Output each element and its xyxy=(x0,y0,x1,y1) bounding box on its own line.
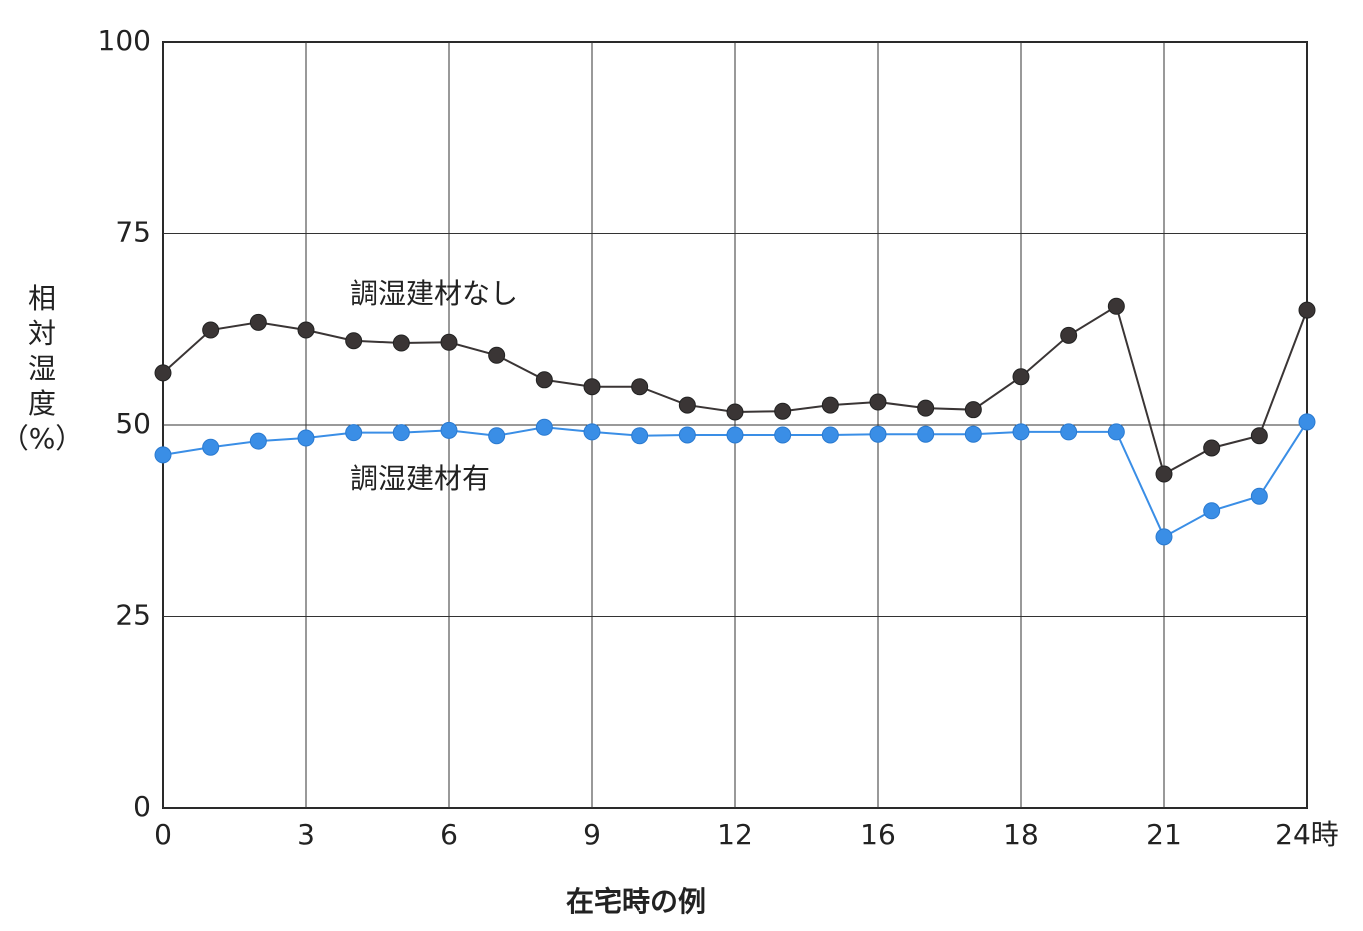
data-point xyxy=(1203,439,1221,457)
x-tick-label: 6 xyxy=(440,818,458,851)
data-point xyxy=(821,396,839,414)
x-tick-label: 0 xyxy=(154,818,172,851)
x-tick-label: 18 xyxy=(1003,818,1039,851)
data-point xyxy=(202,321,220,339)
data-point xyxy=(345,332,363,350)
data-point xyxy=(726,403,744,421)
data-point xyxy=(678,426,696,444)
x-tick-label: 3 xyxy=(297,818,315,851)
y-tick-label: 50 xyxy=(115,407,151,440)
data-point xyxy=(869,425,887,443)
data-point xyxy=(249,432,267,450)
data-point xyxy=(1250,427,1268,445)
data-point xyxy=(726,426,744,444)
data-point xyxy=(345,424,363,442)
x-axis-label: 在宅時の例 xyxy=(566,885,706,918)
data-point xyxy=(154,364,172,382)
data-point xyxy=(440,333,458,351)
data-point xyxy=(535,371,553,389)
x-tick-label: 24時 xyxy=(1275,818,1339,851)
data-point xyxy=(1107,423,1125,441)
data-point xyxy=(488,346,506,364)
data-point xyxy=(1012,423,1030,441)
x-tick-label: 16 xyxy=(860,818,896,851)
y-axis-label: 相対湿度（%） xyxy=(1,282,84,455)
data-point xyxy=(1155,528,1173,546)
data-point xyxy=(917,399,935,417)
data-point xyxy=(631,378,649,396)
data-point xyxy=(917,425,935,443)
data-point xyxy=(583,378,601,396)
data-point xyxy=(202,438,220,456)
data-point xyxy=(1298,301,1316,319)
y-tick-label: 25 xyxy=(115,599,151,632)
data-point xyxy=(535,418,553,436)
data-point xyxy=(869,393,887,411)
data-point xyxy=(774,402,792,420)
data-point xyxy=(583,423,601,441)
y-tick-label: 0 xyxy=(133,790,151,823)
data-point xyxy=(392,424,410,442)
data-point xyxy=(631,427,649,445)
data-point xyxy=(964,425,982,443)
data-point xyxy=(1012,368,1030,386)
x-tick-label: 9 xyxy=(583,818,601,851)
data-point xyxy=(249,313,267,331)
data-point xyxy=(297,321,315,339)
data-point xyxy=(1155,465,1173,483)
data-point xyxy=(1203,502,1221,520)
data-point xyxy=(1250,487,1268,505)
data-point xyxy=(964,401,982,419)
x-tick-label: 12 xyxy=(717,818,753,851)
data-point xyxy=(774,426,792,444)
x-tick-label: 21 xyxy=(1146,818,1182,851)
data-point xyxy=(1107,297,1125,315)
series-label: 調湿建材有 xyxy=(350,462,490,495)
data-point xyxy=(678,396,696,414)
y-tick-label: 75 xyxy=(115,216,151,249)
data-point xyxy=(821,426,839,444)
data-point xyxy=(1060,423,1078,441)
series-label: 調湿建材なし xyxy=(350,277,518,310)
data-point xyxy=(488,427,506,445)
data-point xyxy=(1060,326,1078,344)
data-point xyxy=(440,421,458,439)
data-point xyxy=(1298,413,1316,431)
data-point xyxy=(392,334,410,352)
data-point xyxy=(154,446,172,464)
data-point xyxy=(297,429,315,447)
y-tick-label: 100 xyxy=(98,24,151,57)
